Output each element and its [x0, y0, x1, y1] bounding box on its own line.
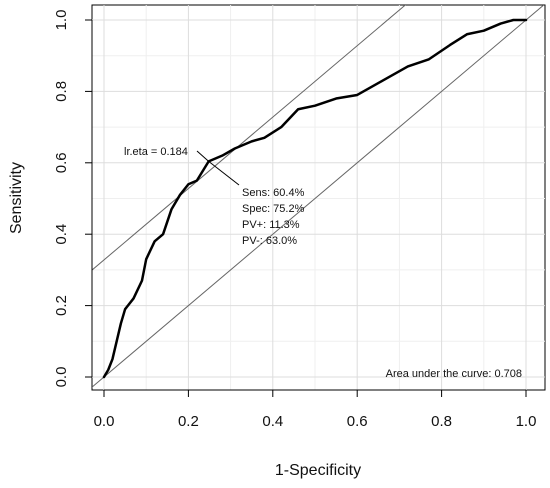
x-axis-title: 1-Specificity — [275, 462, 361, 479]
y-tick-label-0: 0.0 — [53, 367, 70, 388]
x-tick-label-0: 0.0 — [94, 413, 115, 430]
offset-reference-line — [92, 5, 407, 271]
y-tick-label-1: 0.2 — [53, 295, 70, 316]
y-axis: 0.0 0.2 0.4 0.6 0.8 1.0 Sensitivity — [8, 10, 93, 388]
npv-label: PV-: 63.0% — [242, 235, 297, 247]
cutoff-leader-line — [196, 150, 209, 162]
x-tick-label-3: 0.6 — [347, 413, 368, 430]
ppv-label: PV+: 11.3% — [242, 219, 300, 231]
y-axis-title: Sensitivity — [8, 162, 25, 234]
plot-frame — [91, 4, 546, 391]
specificity-label: Spec: 75.2% — [242, 203, 305, 215]
x-tick-label-5: 1.0 — [516, 413, 537, 430]
y-tick-label-5: 1.0 — [53, 10, 70, 31]
y-tick-label-3: 0.6 — [53, 152, 70, 173]
sensitivity-label: Sens: 60.4% — [242, 187, 305, 199]
diagonal-reference-line — [92, 5, 545, 388]
x-tick-label-4: 0.8 — [431, 413, 452, 430]
y-tick-label-4: 0.8 — [53, 81, 70, 102]
cutoff-label: lr.eta = 0.184 — [124, 146, 188, 158]
reference-lines — [92, 5, 545, 388]
cutoff-annotation: lr.eta = 0.184 Sens: 60.4% Spec: 75.2% P… — [124, 146, 522, 380]
x-axis: 0.0 0.2 0.4 0.6 0.8 1.0 1-Specificity — [94, 389, 537, 479]
grid-lines — [92, 5, 545, 390]
y-tick-label-2: 0.4 — [53, 224, 70, 245]
x-tick-label-1: 0.2 — [178, 413, 199, 430]
auc-label: Area under the curve: 0.708 — [386, 368, 522, 380]
stats-leader-line — [208, 160, 240, 186]
x-tick-label-2: 0.4 — [262, 413, 283, 430]
roc-curve-line — [102, 18, 528, 379]
